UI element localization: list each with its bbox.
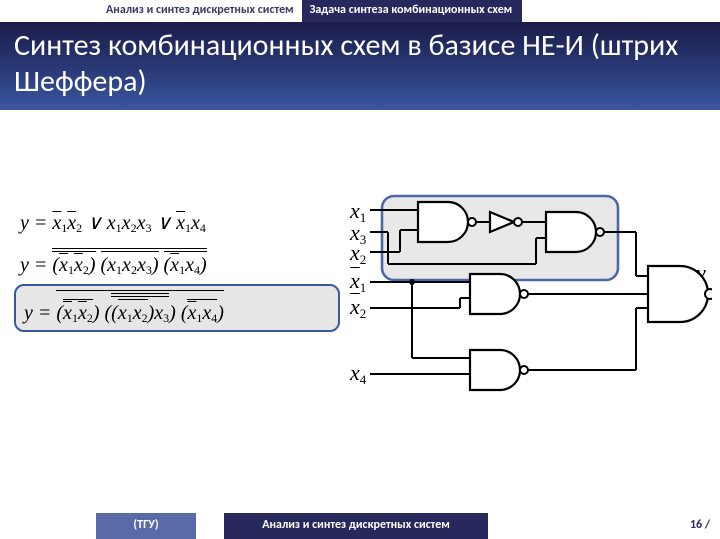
footer-page: 16 /	[664, 513, 720, 539]
eq1-lhs: y =	[20, 212, 47, 234]
eq3-rhs: (x1x2) ((x1x2)x3) (x1x4)	[56, 302, 224, 324]
nand-gate-a	[418, 202, 468, 242]
nand-gate-out	[648, 266, 708, 322]
equation-1: y = x1x2 ∨ x1x2x3 ∨ x1x4	[14, 204, 340, 242]
breadcrumb-course: Анализ и синтез дискретных систем	[106, 0, 302, 22]
equations-panel: y = x1x2 ∨ x1x2x3 ∨ x1x4 y = (x1x2) (x1x…	[14, 204, 340, 332]
eq3-lhs: y =	[24, 302, 51, 324]
page-title: Синтез комбинационных схем в базисе НЕ-И…	[0, 22, 720, 110]
circuit-diagram	[340, 190, 712, 490]
breadcrumb-rest	[522, 0, 720, 22]
breadcrumb-lead	[0, 0, 106, 22]
breadcrumb: Анализ и синтез дискретных систем Задача…	[0, 0, 720, 22]
eq2-rhs: (x1x2) (x1x2x3) (x1x4)	[52, 254, 206, 276]
equation-2: y = (x1x2) (x1x2x3) (x1x4)	[14, 242, 340, 284]
nand-gate-b	[546, 212, 596, 252]
eq1-rhs: x1x2 ∨ x1x2x3 ∨ x1x4	[52, 212, 206, 234]
footer: (ТГУ) Анализ и синтез дискретных систем …	[0, 513, 720, 539]
eq2-lhs: y =	[20, 254, 47, 276]
equation-3-highlight: y = (x1x2) ((x1x2)x3) (x1x4)	[14, 284, 340, 332]
footer-pad	[0, 513, 96, 539]
breadcrumb-topic: Задача синтеза комбинационных схем	[302, 0, 523, 22]
footer-course: Анализ и синтез дискретных систем	[224, 513, 488, 539]
nand-gate-c	[470, 274, 520, 314]
footer-org: (ТГУ)	[96, 513, 196, 539]
content-area: y = x1x2 ∨ x1x2x3 ∨ x1x4 y = (x1x2) (x1x…	[0, 110, 720, 513]
nand-gate-d	[470, 350, 520, 390]
